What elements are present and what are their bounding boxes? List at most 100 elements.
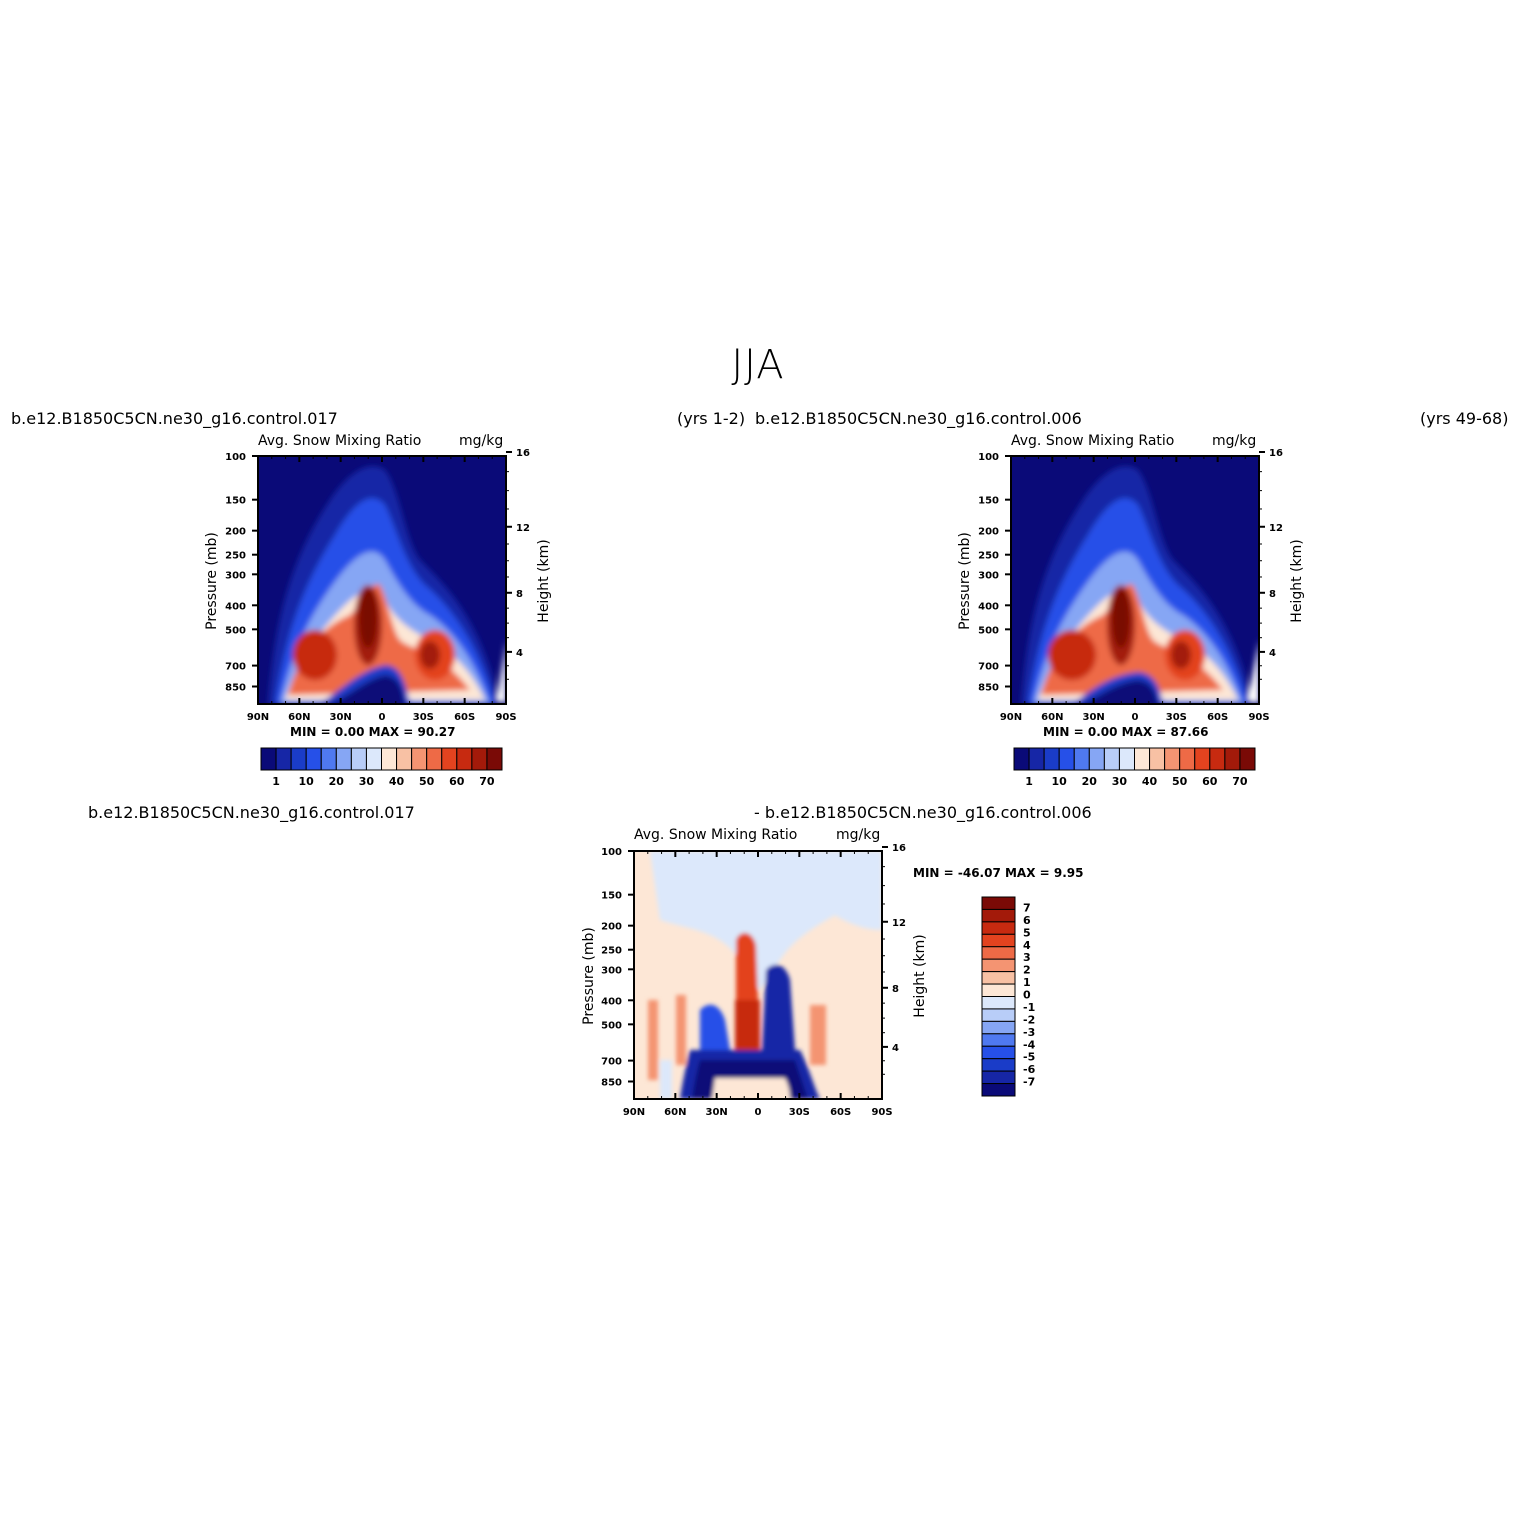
- colorbar3-label: -5: [1023, 1051, 1035, 1064]
- colorbar-label: 50: [419, 775, 435, 788]
- y-right-tick-label: 4: [892, 1043, 899, 1054]
- x-tick-label: 30N: [1083, 712, 1105, 723]
- colorbar-swatch: [456, 747, 473, 771]
- x-tick-label: 90N: [247, 712, 269, 723]
- colorbar-label: 30: [359, 775, 375, 788]
- y-right-tick-label: 16: [892, 843, 906, 854]
- colorbar3-label: -4: [1023, 1038, 1036, 1051]
- y-tick-label: 300: [978, 570, 999, 581]
- colorbar-swatch: [1134, 747, 1151, 771]
- colorbar3-label: -7: [1023, 1076, 1035, 1089]
- x-tick-label: 90S: [495, 712, 516, 723]
- colorbar-swatch: [1043, 747, 1060, 771]
- panel1-field: [258, 456, 506, 704]
- colorbar3-label: 6: [1023, 914, 1031, 927]
- y-tick-label: 850: [978, 682, 999, 693]
- x-tick-label: 30S: [789, 1107, 810, 1118]
- panel3-stats: MIN = -46.07 MAX = 9.95: [913, 866, 1084, 880]
- panel1-years-label: (yrs 1-2): [677, 409, 746, 428]
- panel3-case-label-right: - b.e12.B1850C5CN.ne30_g16.control.006: [754, 803, 1092, 822]
- colorbar3-label: 7: [1023, 901, 1031, 914]
- colorbar-label: 40: [389, 775, 405, 788]
- y-tick-label: 700: [978, 662, 999, 673]
- colorbar3-swatch: [981, 896, 1016, 910]
- colorbar3-swatch: [981, 971, 1016, 985]
- y-tick-label: 400: [601, 996, 622, 1007]
- colorbar3-label: -3: [1023, 1026, 1035, 1039]
- colorbar3-label: 0: [1023, 989, 1031, 1002]
- colorbar-label: 20: [1082, 775, 1098, 788]
- colorbar3-swatch: [981, 1045, 1016, 1060]
- colorbar3-label: -6: [1023, 1063, 1036, 1076]
- colorbar-swatch: [441, 747, 458, 771]
- panel2-case-label: b.e12.B1850C5CN.ne30_g16.control.006: [755, 409, 1082, 428]
- colorbar3-swatch: [981, 958, 1016, 973]
- y-right-tick-label: 8: [516, 589, 523, 600]
- panel3-ylabel-left: Pressure (mb): [581, 927, 597, 1025]
- colorbar-swatch: [1179, 747, 1196, 771]
- x-tick-label: 60N: [288, 712, 310, 723]
- colorbar3-swatch: [981, 1070, 1016, 1085]
- colorbar-swatch: [1028, 747, 1045, 771]
- colorbar-swatch: [1103, 747, 1120, 771]
- x-tick-label: 0: [755, 1107, 762, 1118]
- colorbar-swatch: [1013, 747, 1030, 771]
- panel2-ylabel-left: Pressure (mb): [957, 532, 973, 630]
- colorbar-swatch: [1164, 747, 1181, 771]
- y-tick-label: 500: [601, 1020, 622, 1031]
- colorbar-swatch: [426, 747, 443, 771]
- y-tick-label: 100: [978, 452, 999, 463]
- x-tick-label: 0: [379, 712, 386, 723]
- x-tick-label: 60S: [1207, 712, 1228, 723]
- colorbar-label: 60: [449, 775, 465, 788]
- panel3-units: mg/kg: [836, 827, 881, 843]
- y-tick-label: 700: [601, 1057, 622, 1068]
- panel2-units: mg/kg: [1212, 433, 1257, 449]
- colorbar-label: 60: [1202, 775, 1218, 788]
- colorbar-label: 1: [1025, 775, 1033, 788]
- colorbar-swatch: [381, 747, 398, 771]
- y-tick-label: 250: [225, 551, 246, 562]
- colorbar-swatch: [486, 747, 503, 771]
- y-right-tick-label: 16: [516, 448, 530, 459]
- x-tick-label: 90N: [623, 1107, 645, 1118]
- colorbar-swatch: [411, 747, 428, 771]
- x-tick-label: 90S: [1248, 712, 1269, 723]
- y-tick-label: 250: [978, 551, 999, 562]
- colorbar3-swatch: [981, 996, 1016, 1010]
- x-tick-label: 30N: [330, 712, 352, 723]
- colorbar-label: 30: [1112, 775, 1128, 788]
- y-tick-label: 500: [225, 625, 246, 636]
- colorbar3-label: 4: [1023, 939, 1031, 952]
- colorbar3-swatch: [981, 921, 1016, 935]
- colorbar-swatch: [350, 747, 367, 771]
- colorbar3-swatch: [981, 1033, 1016, 1047]
- y-right-tick-label: 16: [1269, 448, 1283, 459]
- colorbar-swatch: [305, 747, 322, 771]
- colorbar-label: 50: [1172, 775, 1188, 788]
- colorbar3-label: 3: [1023, 951, 1031, 964]
- y-tick-label: 150: [978, 496, 999, 507]
- colorbar-label: 10: [1052, 775, 1068, 788]
- colorbar-swatch: [260, 747, 277, 771]
- x-tick-label: 90N: [1000, 712, 1022, 723]
- x-tick-label: 30S: [1166, 712, 1187, 723]
- panel2-stats: MIN = 0.00 MAX = 87.66: [1043, 725, 1209, 739]
- y-tick-label: 250: [601, 946, 622, 957]
- x-tick-label: 60S: [454, 712, 475, 723]
- panel1-units: mg/kg: [459, 433, 504, 449]
- colorbar3-label: 2: [1023, 964, 1031, 977]
- panel3-case-label-left: b.e12.B1850C5CN.ne30_g16.control.017: [88, 803, 415, 822]
- x-tick-label: 0: [1132, 712, 1139, 723]
- x-tick-label: 30S: [413, 712, 434, 723]
- y-right-tick-label: 4: [516, 648, 523, 659]
- colorbar-swatch: [1194, 747, 1211, 771]
- x-tick-label: 30N: [706, 1107, 728, 1118]
- y-tick-label: 500: [978, 625, 999, 636]
- colorbar-label: 10: [299, 775, 315, 788]
- y-right-tick-label: 8: [892, 984, 899, 995]
- x-tick-label: 60N: [664, 1107, 686, 1118]
- y-tick-label: 200: [978, 527, 999, 538]
- y-right-tick-label: 12: [516, 523, 530, 534]
